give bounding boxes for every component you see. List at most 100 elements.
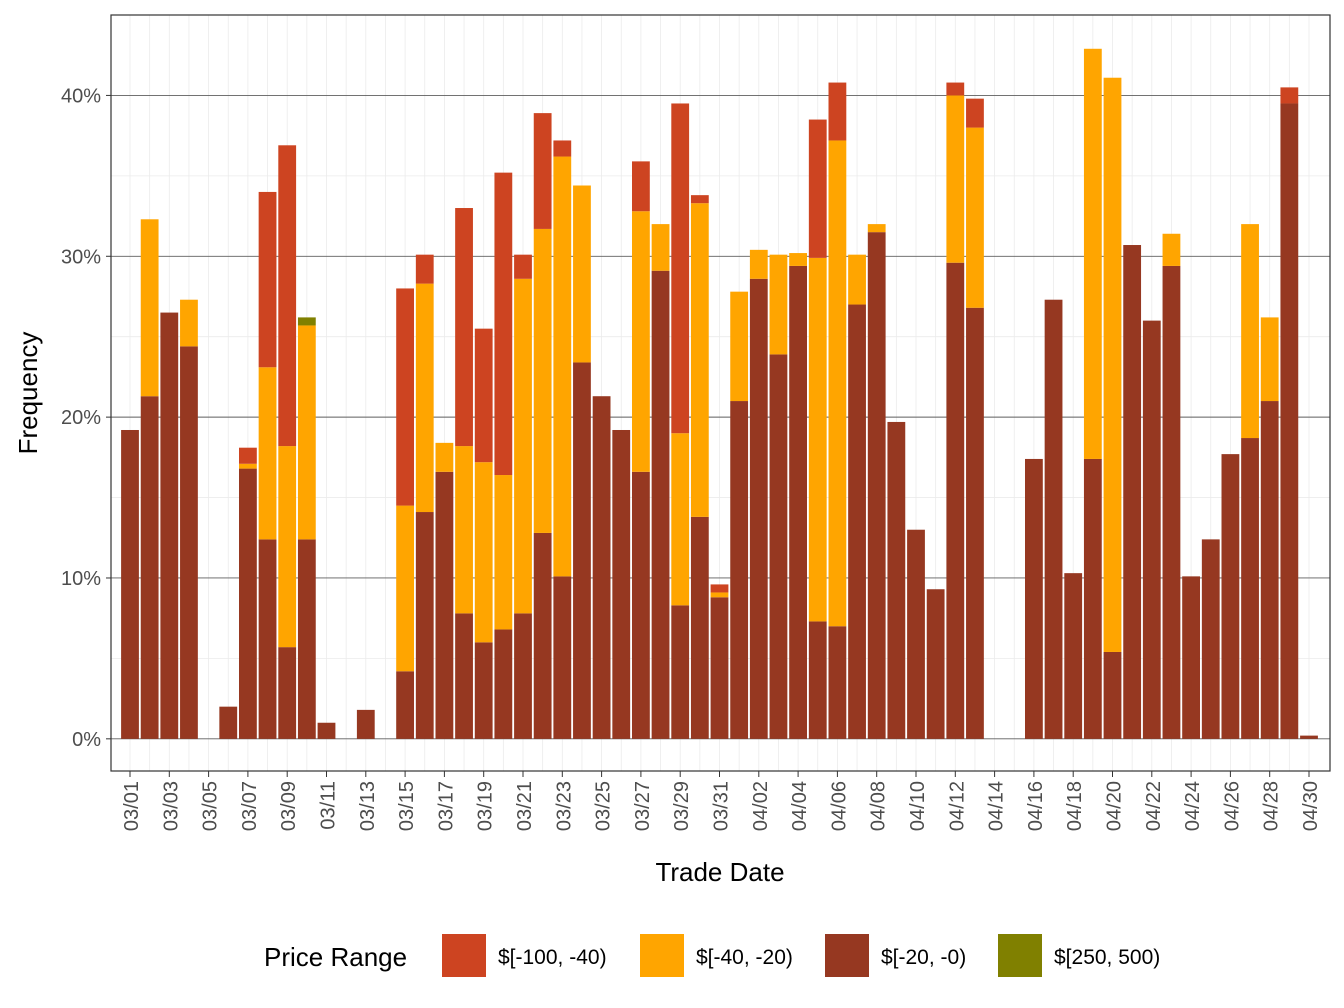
bar-segment xyxy=(1221,454,1240,739)
bar-segment xyxy=(769,354,788,739)
bar-segment xyxy=(1064,573,1083,739)
bar-segment xyxy=(1083,48,1102,459)
bar-segment xyxy=(514,278,532,614)
bar-segment xyxy=(769,254,788,355)
bar-segment xyxy=(140,219,159,397)
bar-segment xyxy=(553,576,572,739)
bar-segment xyxy=(160,312,179,739)
bar-segment xyxy=(180,346,198,739)
bar-segment xyxy=(415,512,434,739)
legend: Price Range $[-100, -40) $[-40, -20) $[-20… xyxy=(264,934,1160,977)
y-tick-label: 30% xyxy=(61,246,101,268)
bar-segment xyxy=(435,442,454,472)
x-tick-label: 03/05 xyxy=(200,781,222,831)
bar-segment xyxy=(632,471,650,739)
bar-segment xyxy=(1025,458,1043,739)
bar-segment xyxy=(140,396,159,739)
y-tick-label: 0% xyxy=(72,729,101,751)
bar-segment xyxy=(1280,87,1299,104)
x-tick-label: 03/17 xyxy=(435,781,457,831)
plot-area: 0% 10% 20% 30% 40% 03/01 03/03 03/05 03/07 03/09 0… xyxy=(61,14,1331,831)
bar-segment xyxy=(317,722,336,739)
bar-segment xyxy=(1123,245,1142,739)
bar-segment xyxy=(533,228,552,533)
bar-segment xyxy=(1182,576,1200,739)
bar-segment xyxy=(455,208,473,447)
bar-segment xyxy=(494,172,513,476)
bar-segment xyxy=(1083,458,1102,739)
bar-segment xyxy=(553,140,572,157)
legend-label: $[-20, -0) xyxy=(881,946,966,969)
x-tick-label: 03/19 xyxy=(475,781,497,831)
bar-segment xyxy=(1201,539,1220,739)
legend-label: $[-100, -40) xyxy=(498,946,607,969)
bar-segment xyxy=(1300,735,1318,739)
x-tick-label: 04/02 xyxy=(750,781,772,831)
bar-segment xyxy=(573,185,591,363)
bar-segment xyxy=(808,621,827,739)
bar-segment xyxy=(730,401,749,739)
x-tick-label: 04/22 xyxy=(1143,781,1165,831)
x-tick-label: 03/21 xyxy=(514,781,536,831)
bar-segment xyxy=(396,288,414,506)
bar-segment xyxy=(278,647,297,739)
legend-swatch xyxy=(998,934,1042,977)
bar-segment xyxy=(848,254,866,305)
bar-segment xyxy=(1162,265,1181,739)
bar-segment xyxy=(808,257,827,622)
bar-segment xyxy=(121,429,139,739)
x-tick-label: 04/06 xyxy=(828,781,850,831)
legend-label: $[250, 500) xyxy=(1054,946,1160,969)
x-tick-label: 03/01 xyxy=(121,781,143,831)
bar-segment xyxy=(1241,438,1259,739)
bar-segment xyxy=(533,113,552,229)
x-tick-label: 03/03 xyxy=(160,781,182,831)
bar-segment xyxy=(258,539,277,739)
bar-segment xyxy=(494,629,513,739)
bar-segment xyxy=(219,706,238,739)
bar-segment xyxy=(946,262,965,739)
x-tick-label: 03/29 xyxy=(671,781,693,831)
x-tick-label: 04/14 xyxy=(986,781,1008,831)
bar-segment xyxy=(651,270,670,739)
bar-segment xyxy=(494,475,513,630)
bar-segment xyxy=(533,532,552,739)
bar-segment xyxy=(297,317,316,326)
bar-segment xyxy=(966,127,984,308)
bar-segment xyxy=(455,613,473,739)
bar-segment xyxy=(710,592,729,598)
bar-segment xyxy=(474,328,493,463)
x-tick-label: 04/28 xyxy=(1261,781,1283,831)
bar-segment xyxy=(789,253,807,266)
y-tick-label: 10% xyxy=(61,568,101,590)
bar-segment xyxy=(867,232,886,739)
bar-segment xyxy=(671,605,690,739)
legend-swatch xyxy=(825,934,869,977)
bar-segment xyxy=(828,140,847,627)
legend-swatch xyxy=(640,934,684,977)
bar-segment xyxy=(239,463,257,469)
x-tick-label: 03/23 xyxy=(553,781,575,831)
bar-segment xyxy=(632,211,650,472)
x-tick-label: 04/20 xyxy=(1104,781,1126,831)
bar-segment xyxy=(907,529,925,739)
bar-segment xyxy=(946,82,965,96)
bar-segment xyxy=(297,539,316,739)
x-tick-label: 04/08 xyxy=(868,781,890,831)
bar-segment xyxy=(1260,317,1279,402)
bar-segment xyxy=(690,516,709,739)
x-tick-label: 04/24 xyxy=(1182,781,1204,831)
panel-border xyxy=(110,14,1331,772)
bar-segment xyxy=(573,362,591,739)
y-tick-label: 40% xyxy=(61,85,101,107)
x-tick-label: 04/12 xyxy=(946,781,968,831)
x-tick-label: 03/31 xyxy=(711,781,733,831)
bar-segment xyxy=(258,367,277,540)
bar-segment xyxy=(848,304,866,739)
bar-segment xyxy=(553,156,572,577)
bar-segment xyxy=(671,103,690,434)
bar-segment xyxy=(946,95,965,263)
bar-segment xyxy=(867,224,886,233)
bar-segment xyxy=(1142,320,1161,739)
